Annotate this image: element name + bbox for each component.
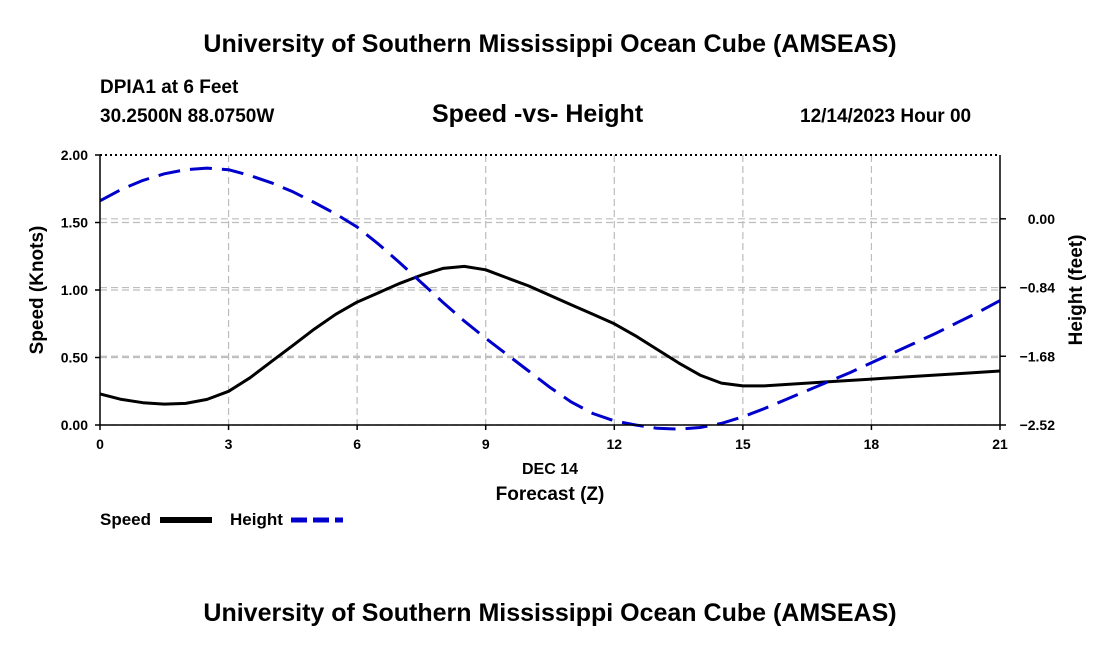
legend-speed-label: Speed <box>100 510 151 529</box>
station-coords: 30.2500N 88.0750W <box>100 106 275 127</box>
legend-height-label: Height <box>230 510 283 529</box>
x-tick-label: 18 <box>864 436 880 452</box>
x-tick-label: 9 <box>482 436 490 452</box>
x-tick-label: 12 <box>606 436 622 452</box>
forecast-date: 12/14/2023 Hour 00 <box>800 106 972 127</box>
series-line-height <box>99 166 1001 431</box>
y-left-tick-label: 2.00 <box>61 147 88 163</box>
y-right-tick-label: 0.00 <box>1028 211 1055 227</box>
y-right-tick-label: −0.84 <box>1020 280 1056 296</box>
footer-title: University of Southern Mississippi Ocean… <box>203 599 897 627</box>
x-tick-label: 15 <box>735 436 751 452</box>
grid-lines <box>100 155 1000 426</box>
x-tick-label: 0 <box>96 436 104 452</box>
chart-title: Speed -vs- Height <box>432 100 644 128</box>
y-right-tick-label: −1.68 <box>1020 348 1056 364</box>
y-right-tick-label: −2.52 <box>1020 417 1056 433</box>
y-left-tick-label: 0.50 <box>61 350 88 366</box>
series-line-speed <box>99 264 1001 406</box>
y-left-tick-label: 0.00 <box>61 417 88 433</box>
x-tick-label: 21 <box>992 436 1008 452</box>
chart-svg: 0 3 6 9 12 15 18 21 0.00 0.50 1.00 1.50 2.00 −2.52 −1.… <box>27 147 1087 529</box>
x-axis-label: Forecast (Z) <box>496 484 605 505</box>
page-title: University of Southern Mississippi Ocean… <box>203 30 897 58</box>
axes <box>95 154 1006 430</box>
x-tick-label: 3 <box>225 436 233 452</box>
y-axis-label-right: Height (feet) <box>1066 235 1087 346</box>
station-name: DPIA1 at 6 Feet <box>100 77 239 98</box>
y-axis-label-left: Speed (Knots) <box>27 226 48 355</box>
y-left-tick-label: 1.50 <box>61 215 88 231</box>
x-tick-label: 6 <box>353 436 361 452</box>
x-date-label: DEC 14 <box>522 461 578 478</box>
series-layer <box>99 166 1001 431</box>
tick-labels: 0 3 6 9 12 15 18 21 0.00 0.50 1.00 1.50 2.00 −2.52 −1.… <box>61 147 1055 452</box>
y-left-tick-label: 1.00 <box>61 282 88 298</box>
